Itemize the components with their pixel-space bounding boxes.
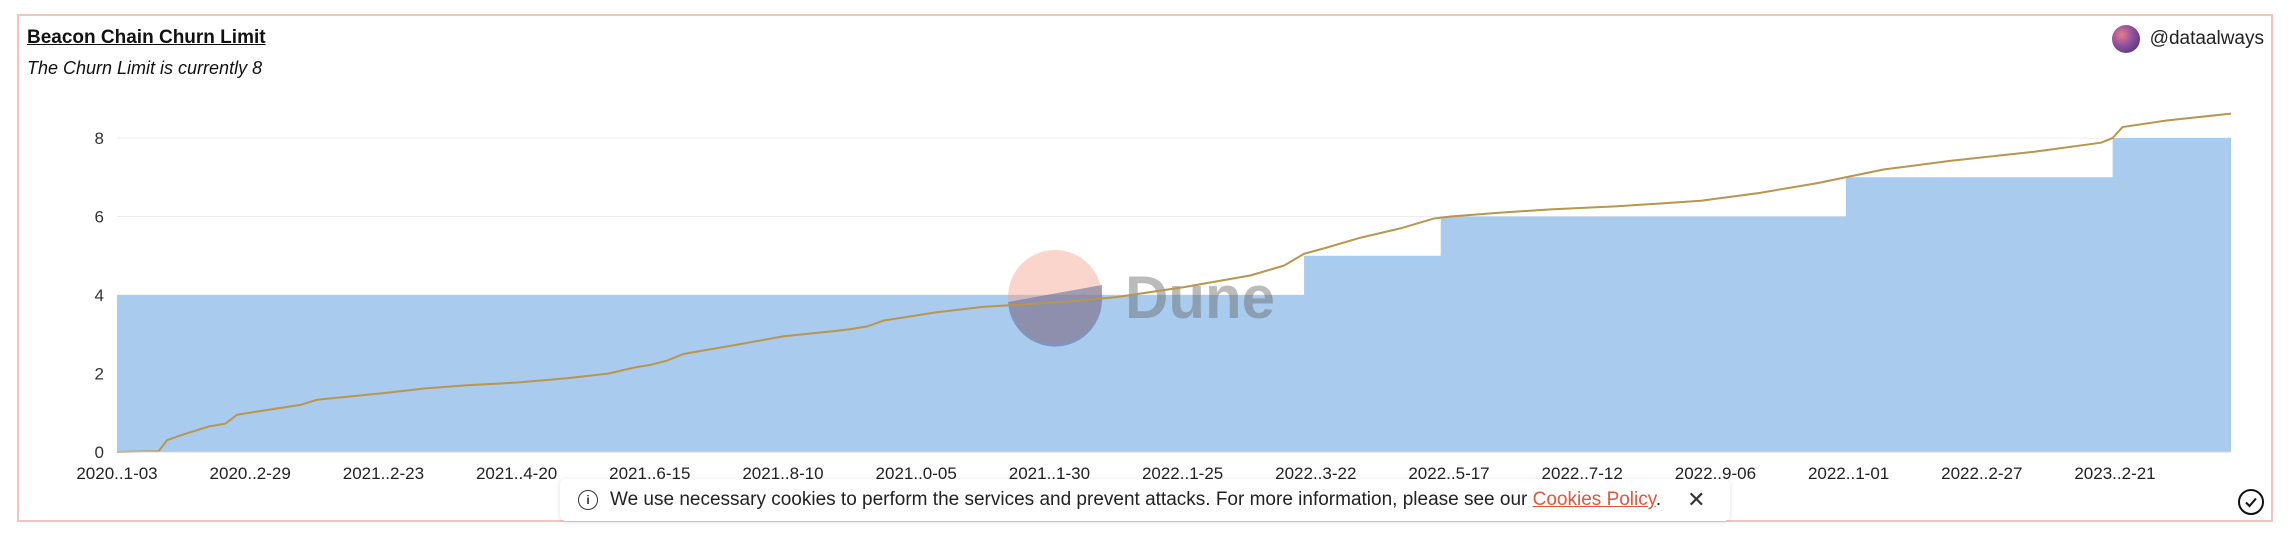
x-tick-label: 2021..4-20 (476, 464, 557, 483)
y-tick-label: 2 (95, 365, 104, 384)
y-tick-label: 6 (95, 208, 104, 227)
x-tick-label: 2022..9-06 (1675, 464, 1756, 483)
author-avatar (2111, 25, 2140, 53)
check-circle-icon[interactable] (2238, 489, 2264, 515)
y-tick-label: 0 (95, 443, 104, 462)
cookie-banner: i We use necessary cookies to perform th… (560, 479, 1730, 521)
churn-line (116, 112, 2232, 453)
x-tick-label: 2021..8-10 (742, 464, 823, 483)
x-tick-label: 2023..2-21 (2074, 464, 2155, 483)
x-tick-label: 2022..5-17 (1408, 464, 1489, 483)
x-tick-label: 2022..1-01 (1808, 464, 1889, 483)
x-tick-label: 2021..6-15 (609, 464, 690, 483)
close-icon[interactable]: ✕ (1687, 487, 1706, 512)
y-tick-label: 8 (95, 129, 104, 148)
author-link[interactable]: @dataalways (2111, 24, 2264, 54)
x-tick-label: 2020..2-29 (210, 464, 291, 483)
info-icon: i (578, 490, 598, 510)
x-tick-label: 2022..7-12 (1542, 464, 1623, 483)
chart-subtitle: The Churn Limit is currently 8 (27, 58, 263, 78)
chart-title[interactable]: Beacon Chain Churn Limit (27, 27, 266, 48)
x-tick-label: 2020..1-03 (76, 464, 157, 483)
cookie-banner-text: We use necessary cookies to perform the … (610, 489, 1662, 510)
x-tick-label: 2021..0-05 (876, 464, 957, 483)
x-tick-label: 2021..1-30 (1009, 464, 1090, 483)
y-tick-label: 4 (95, 286, 104, 305)
author-name: @dataalways (2149, 28, 2264, 49)
x-tick-label: 2022..1-25 (1142, 464, 1223, 483)
x-tick-label: 2022..2-27 (1941, 464, 2022, 483)
cookies-policy-link[interactable]: Cookies Policy (1532, 489, 1656, 510)
x-tick-label: 2022..3-22 (1275, 464, 1356, 483)
cookie-banner-suffix: . (1655, 489, 1662, 510)
x-tick-label: 2021..2-23 (343, 464, 424, 483)
churn-limit-area (117, 138, 2231, 452)
